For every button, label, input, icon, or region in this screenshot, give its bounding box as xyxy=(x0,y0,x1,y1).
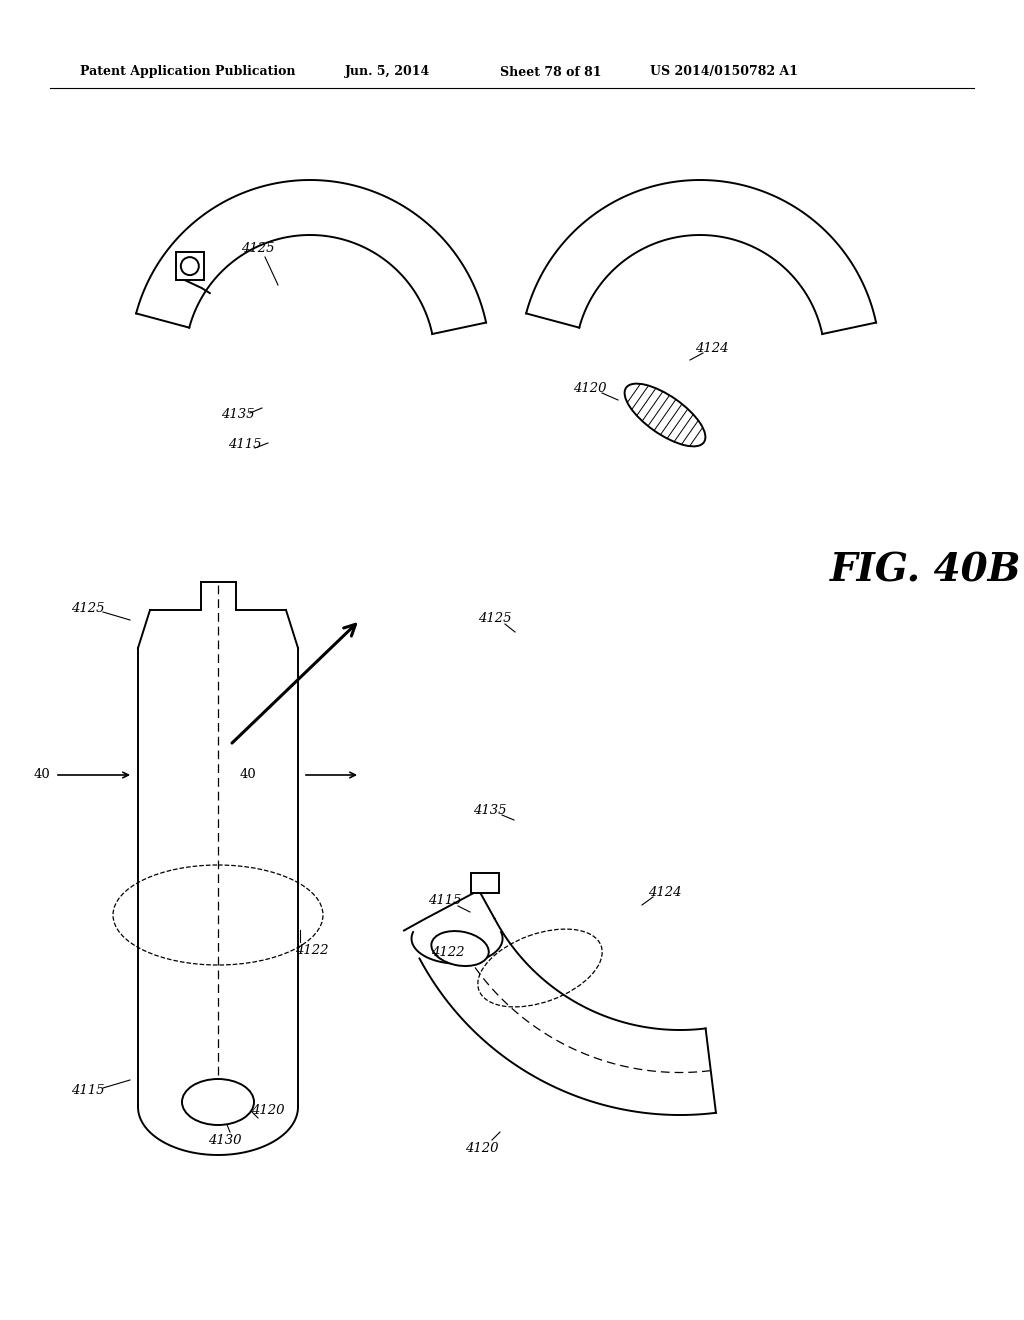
Text: Patent Application Publication: Patent Application Publication xyxy=(80,66,296,78)
Text: FIG. 40B: FIG. 40B xyxy=(830,550,1022,589)
Text: 4125: 4125 xyxy=(242,242,274,255)
Ellipse shape xyxy=(182,1078,254,1125)
Text: Jun. 5, 2014: Jun. 5, 2014 xyxy=(345,66,430,78)
Text: 4115: 4115 xyxy=(228,438,262,451)
FancyBboxPatch shape xyxy=(471,874,499,894)
Text: 4120: 4120 xyxy=(465,1142,499,1155)
Ellipse shape xyxy=(431,931,488,966)
Text: 4135: 4135 xyxy=(473,804,507,817)
Text: 4125: 4125 xyxy=(478,611,512,624)
Text: 40: 40 xyxy=(240,768,256,781)
Text: 4122: 4122 xyxy=(295,944,329,957)
Text: 4125: 4125 xyxy=(72,602,104,615)
Text: 40: 40 xyxy=(34,768,50,781)
FancyBboxPatch shape xyxy=(176,252,204,280)
Text: 4135: 4135 xyxy=(221,408,255,421)
Text: 4115: 4115 xyxy=(72,1084,104,1097)
Ellipse shape xyxy=(625,384,706,446)
Text: US 2014/0150782 A1: US 2014/0150782 A1 xyxy=(650,66,798,78)
Text: 4120: 4120 xyxy=(251,1104,285,1117)
Text: Sheet 78 of 81: Sheet 78 of 81 xyxy=(500,66,601,78)
Text: 4115: 4115 xyxy=(428,894,462,907)
Text: 4124: 4124 xyxy=(695,342,729,355)
Text: 4122: 4122 xyxy=(431,945,465,958)
Text: 4120: 4120 xyxy=(573,381,607,395)
Text: 4124: 4124 xyxy=(648,886,682,899)
Text: 4130: 4130 xyxy=(208,1134,242,1147)
